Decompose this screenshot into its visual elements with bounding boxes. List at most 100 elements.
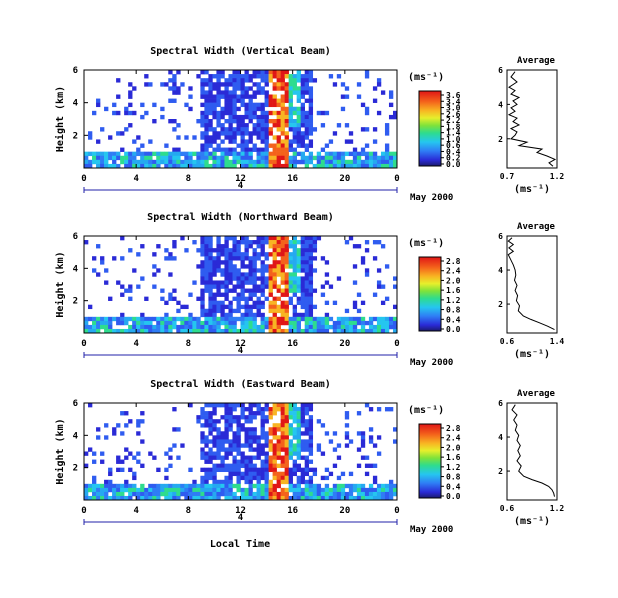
average-frame	[506, 69, 558, 169]
colorbar-tick-label: 0.4	[446, 147, 461, 156]
y-tick-label: 2	[73, 131, 78, 141]
average-x-tick-label: 1.2	[550, 504, 565, 513]
x-tick-label: 12	[235, 506, 246, 516]
day-label: 4	[238, 513, 244, 523]
colorbar-tick-label: 2.8	[446, 257, 461, 266]
y-tick-label: 4	[73, 99, 79, 109]
colorbar-tick-label: 3.4	[446, 97, 461, 106]
colorbar-tick-label: 0.8	[446, 473, 461, 482]
colorbar-tick-label: 1.4	[446, 129, 461, 138]
average-profile-line	[507, 71, 557, 167]
x-tick-label: 8	[186, 506, 191, 516]
average-y-tick-label: 4	[498, 433, 503, 442]
x-tick-label: 0	[81, 174, 86, 184]
average-y-tick-label: 6	[498, 232, 503, 241]
colorbar-tick-label: 1.0	[446, 135, 461, 144]
colorbar-tick-label: 1.2	[446, 463, 461, 472]
colorbar-tick-label: 2.0	[446, 443, 461, 452]
colorbar-tick-label: 2.8	[446, 424, 461, 433]
x-tick-label: 12	[235, 339, 246, 349]
colorbar-label: (ms⁻¹)	[408, 238, 444, 249]
average-x-label: (ms⁻¹)	[514, 184, 550, 195]
average-x-label: (ms⁻¹)	[514, 516, 550, 527]
colorbar-tick-label: 2.2	[446, 116, 461, 125]
average-y-tick-label: 4	[498, 100, 503, 109]
panels-group: Spectral Width (Vertical Beam)0 4 8 12 16 20 0…	[54, 45, 564, 535]
x-tick-label: 4	[133, 339, 139, 349]
day-label: 4	[238, 346, 244, 356]
panel-title: Spectral Width (Vertical Beam)	[150, 45, 331, 57]
average-y-tick-label: 4	[498, 266, 503, 275]
panel-title: Spectral Width (Northward Beam)	[147, 211, 334, 223]
colorbar-tick-label: 1.2	[446, 296, 461, 305]
x-tick-label: 20	[339, 174, 350, 184]
average-x-tick-label: 0.7	[500, 172, 515, 181]
average-frame	[506, 402, 558, 501]
x-tick-label: 8	[186, 339, 191, 349]
colorbar-tick-label: 3.0	[446, 104, 461, 113]
colorbar-tick-label: 1.8	[446, 122, 461, 131]
colorbar-label: (ms⁻¹)	[408, 405, 444, 416]
colorbar-tick-label: 2.4	[446, 434, 461, 443]
heatmap-cells	[84, 70, 398, 169]
average-x-tick-label: 0.6	[500, 504, 515, 513]
y-axis-label: Height (km)	[54, 251, 66, 317]
average-frame	[506, 235, 558, 334]
y-axis-label: Height (km)	[54, 86, 66, 152]
average-y-tick-label: 2	[498, 300, 503, 309]
colorbar-label: (ms⁻¹)	[408, 72, 444, 83]
average-x-label: (ms⁻¹)	[514, 349, 550, 360]
colorbar	[418, 90, 442, 167]
x-tick-label: 4	[133, 506, 139, 516]
y-tick-label: 6	[73, 399, 78, 409]
heatmap-cells	[84, 403, 398, 501]
y-tick-label: 2	[73, 297, 78, 307]
colorbar-tick-label: 3.6	[446, 91, 461, 100]
average-y-tick-label: 2	[498, 135, 503, 144]
day-label: 4	[238, 181, 244, 191]
panel-2: Spectral Width (Eastward Beam)0 4 8 12 16 20 0…	[54, 378, 564, 535]
colorbar-tick-label: 0.2	[446, 154, 461, 163]
x-tick-label: 4	[133, 174, 139, 184]
panel-title: Spectral Width (Eastward Beam)	[150, 378, 331, 390]
average-y-tick-label: 6	[498, 66, 503, 75]
colorbar	[418, 256, 442, 332]
x-tick-label: 0	[394, 506, 399, 516]
average-title: Average	[517, 222, 556, 232]
colorbar-tick-label: 1.6	[446, 286, 461, 295]
y-tick-label: 4	[73, 431, 79, 441]
colorbar-tick-label: 0.4	[446, 315, 461, 324]
y-axis-label: Height (km)	[54, 418, 66, 484]
x-tick-label: 12	[235, 174, 246, 184]
average-x-tick-label: 1.4	[550, 337, 565, 346]
colorbar-tick-label: 0.0	[446, 325, 461, 334]
x-tick-label: 0	[81, 506, 86, 516]
y-tick-label: 6	[73, 66, 78, 76]
average-title: Average	[517, 389, 556, 399]
date-label: May 2000	[410, 525, 453, 535]
colorbar-tick-label: 0.6	[446, 141, 461, 150]
heatmap-cells	[84, 236, 398, 334]
colorbar-tick-label: 2.4	[446, 267, 461, 276]
average-profile-line	[511, 404, 555, 497]
date-label: May 2000	[410, 193, 453, 203]
panel-0: Spectral Width (Vertical Beam)0 4 8 12 16 20 0…	[54, 45, 564, 203]
average-y-tick-label: 2	[498, 467, 503, 476]
x-axis-title: Local Time	[210, 538, 270, 550]
x-tick-label: 0	[394, 339, 399, 349]
colorbar	[418, 423, 442, 499]
y-tick-label: 4	[73, 264, 79, 274]
date-label: May 2000	[410, 358, 453, 368]
average-x-tick-label: 1.2	[550, 172, 565, 181]
average-title: Average	[517, 56, 556, 66]
colorbar-tick-label: 2.6	[446, 110, 461, 119]
y-tick-label: 2	[73, 464, 78, 474]
x-tick-label: 20	[339, 339, 350, 349]
panel-1: Spectral Width (Northward Beam)0 4 8 12 16 20…	[54, 211, 564, 368]
x-tick-label: 8	[186, 174, 191, 184]
x-tick-label: 0	[394, 174, 399, 184]
colorbar-tick-label: 0.0	[446, 160, 461, 169]
colorbar-tick-label: 0.8	[446, 306, 461, 315]
average-x-tick-label: 0.6	[500, 337, 515, 346]
colorbar-tick-label: 0.4	[446, 482, 461, 491]
